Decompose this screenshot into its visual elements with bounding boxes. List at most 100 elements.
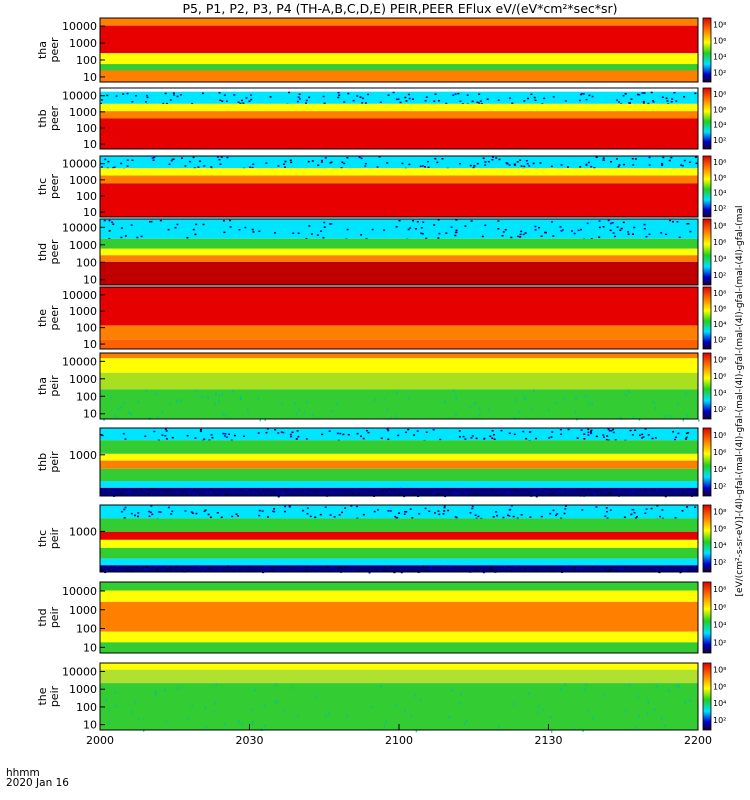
colorbar-tick-label: 10⁸: [713, 585, 726, 594]
noise-speck: [145, 389, 148, 393]
colorbar-tick-label: 10⁸: [713, 90, 726, 99]
noise-speck: [208, 439, 211, 441]
noise-speck: [647, 102, 650, 105]
panel-label-line: the: [36, 687, 49, 705]
noise-speck: [124, 506, 127, 509]
noise-speck: [148, 515, 151, 518]
noise-speck: [664, 495, 667, 498]
colorbar-tick-label: 10⁸: [713, 222, 726, 231]
noise-speck: [306, 401, 308, 405]
noise-speck: [500, 429, 503, 432]
noise-speck: [638, 714, 640, 718]
noise-speck: [479, 100, 482, 102]
noise-speck: [510, 505, 513, 507]
noise-speck: [292, 686, 294, 690]
noise-speck: [512, 515, 515, 518]
noise-speck: [575, 397, 577, 401]
noise-speck: [282, 567, 285, 569]
noise-speck: [265, 162, 268, 164]
noise-speck: [112, 223, 115, 225]
noise-speck: [282, 431, 285, 434]
noise-speck: [376, 166, 379, 168]
noise-speck: [595, 435, 598, 438]
noise-speck: [603, 159, 606, 161]
noise-speck: [434, 157, 437, 160]
noise-speck: [685, 392, 687, 396]
noise-speck: [643, 223, 646, 226]
noise-speck: [502, 231, 505, 233]
noise-speck: [462, 435, 465, 438]
noise-speck: [186, 236, 189, 239]
noise-speck: [297, 232, 300, 235]
noise-speck: [490, 566, 493, 569]
noise-speck: [135, 565, 138, 568]
noise-speck: [492, 516, 495, 518]
noise-speck: [464, 225, 467, 227]
colorbar-tick-label: 10²: [713, 482, 726, 491]
noise-speck: [451, 688, 454, 692]
noise-speck: [280, 431, 283, 433]
noise-speck: [419, 492, 422, 495]
noise-speck: [616, 570, 619, 572]
noise-speck: [660, 567, 663, 569]
noise-speck: [450, 226, 453, 228]
noise-speck: [652, 490, 655, 492]
noise-speck: [244, 488, 247, 491]
noise-speck: [609, 492, 612, 495]
noise-speck: [685, 570, 688, 572]
noise-speck: [425, 96, 428, 98]
panel-label: thcpeer: [36, 174, 61, 200]
noise-speck: [413, 434, 416, 436]
noise-speck: [412, 219, 415, 222]
noise-speck: [479, 407, 481, 411]
noise-speck: [102, 490, 105, 492]
noise-speck: [264, 724, 266, 728]
noise-speck: [564, 505, 567, 507]
panel-frame: [99, 87, 699, 150]
noise-speck: [429, 567, 432, 569]
noise-speck: [466, 494, 469, 496]
noise-speck: [411, 517, 414, 519]
noise-speck: [322, 95, 325, 98]
colorbar: [702, 286, 712, 350]
noise-speck: [687, 432, 690, 434]
colorbar-tick-label: 10⁶: [713, 36, 726, 45]
noise-speck: [609, 509, 612, 511]
noise-speck: [410, 715, 413, 719]
noise-speck: [201, 395, 203, 399]
noise-speck: [373, 510, 376, 513]
noise-speck: [612, 431, 615, 434]
noise-speck: [122, 93, 125, 95]
colorbar-tick-label: 10⁶: [713, 603, 726, 612]
noise-speck: [210, 434, 213, 436]
noise-speck: [106, 94, 109, 97]
noise-speck: [590, 429, 593, 432]
noise-speck: [419, 165, 422, 167]
noise-speck: [455, 516, 458, 519]
noise-speck: [427, 166, 430, 168]
noise-speck: [189, 489, 192, 492]
noise-speck: [252, 491, 255, 494]
noise-speck: [583, 437, 586, 440]
noise-speck: [598, 220, 601, 222]
panel-label-line: thb: [36, 109, 49, 127]
noise-speck: [681, 510, 684, 512]
panel-label-line: peer: [48, 37, 61, 63]
noise-speck: [580, 491, 583, 494]
noise-speck: [184, 510, 187, 512]
noise-speck: [148, 416, 151, 420]
noise-speck: [620, 416, 622, 420]
noise-speck: [314, 516, 317, 519]
noise-speck: [623, 516, 626, 519]
date-label: 2020 Jan 16: [6, 777, 69, 789]
noise-speck: [602, 157, 605, 159]
colorbar: [702, 218, 712, 286]
noise-speck: [308, 96, 311, 99]
noise-speck: [641, 92, 644, 94]
noise-speck: [312, 413, 315, 417]
noise-speck: [395, 704, 398, 708]
noise-speck: [153, 156, 156, 159]
energy-band: [100, 531, 698, 540]
energy-band: [100, 353, 698, 359]
energy-band: [100, 219, 698, 239]
